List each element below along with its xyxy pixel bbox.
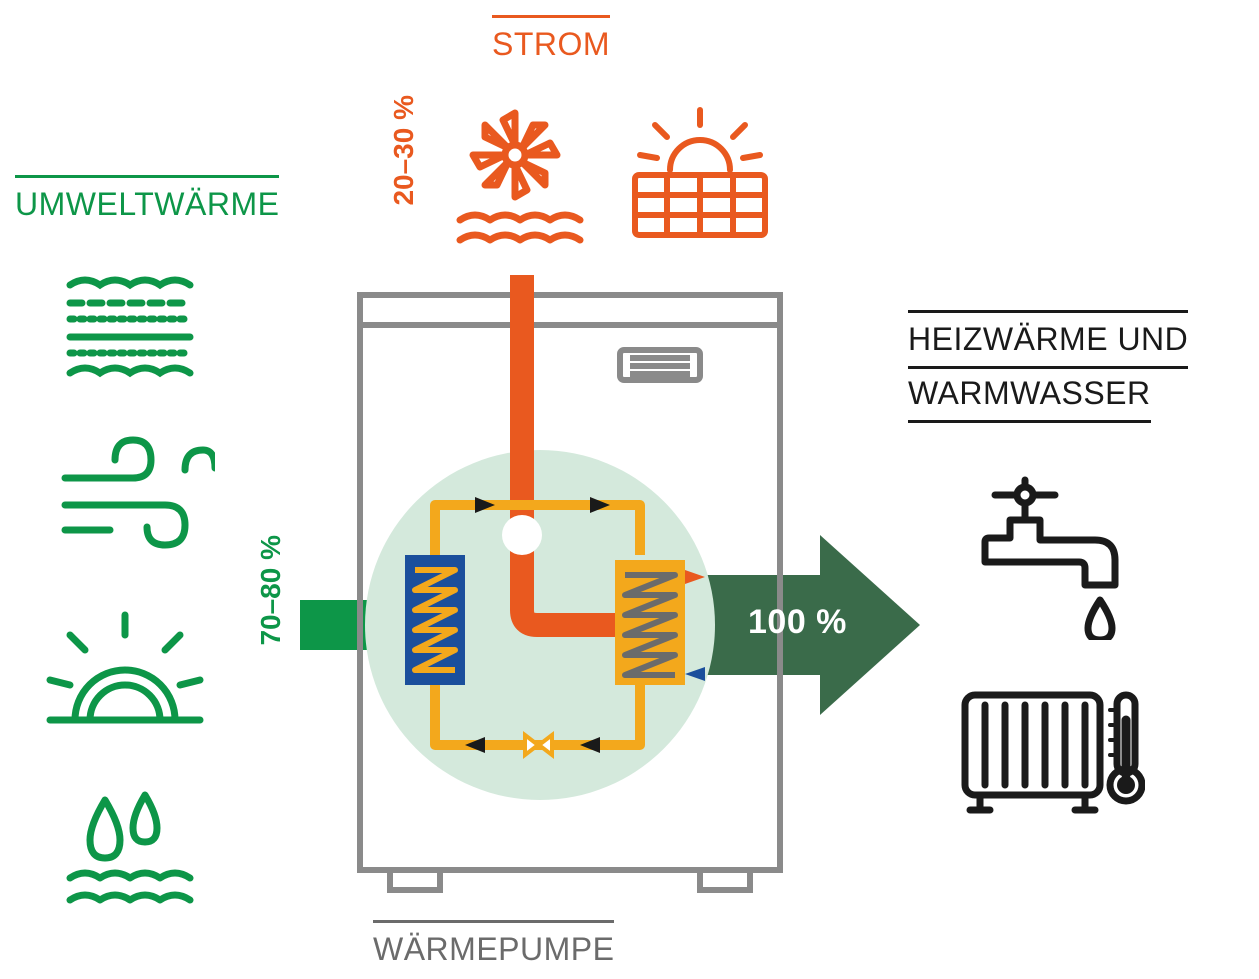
umwelt-pct-label: 70–80 %	[255, 535, 287, 646]
hydro-turbine-icon	[445, 95, 585, 245]
strom-label: STROM	[492, 15, 610, 63]
radiator-icon	[955, 680, 1145, 820]
output-pct-label: 100 %	[748, 603, 847, 642]
heizwaerme-label: HEIZWÄRME UND	[908, 310, 1188, 369]
strom-pct-label: 20–30 %	[388, 95, 420, 206]
water-icon	[55, 790, 205, 920]
heat-pump-unit	[300, 275, 920, 905]
warmwasser-label: WARMWASSER	[908, 375, 1151, 423]
wind-icon	[55, 430, 215, 560]
waermepumpe-label: WÄRMEPUMPE	[373, 920, 614, 968]
solar-panel-icon	[615, 95, 775, 245]
ground-heat-icon	[55, 265, 205, 395]
faucet-icon	[955, 470, 1135, 640]
umweltwaerme-label: UMWELTWÄRME	[15, 175, 279, 223]
sun-icon	[35, 600, 215, 740]
